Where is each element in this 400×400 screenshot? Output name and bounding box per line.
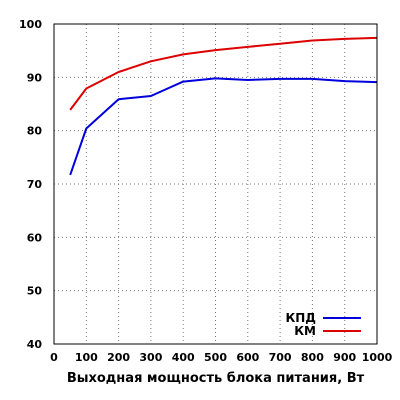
legend-label: КМ xyxy=(294,324,316,338)
grid xyxy=(54,24,377,344)
y-tick-label: 60 xyxy=(27,231,43,244)
series-lines xyxy=(69,36,378,176)
x-tick-label: 700 xyxy=(269,351,292,364)
series-line-1 xyxy=(69,77,378,176)
x-tick-label: 400 xyxy=(172,351,195,364)
plot-frame xyxy=(53,23,378,345)
x-tick-label: 0 xyxy=(50,351,58,364)
legend-label: КПД xyxy=(285,311,316,325)
x-tick-label: 100 xyxy=(75,351,98,364)
y-tick-label: 40 xyxy=(27,338,43,351)
x-tick-label: 300 xyxy=(139,351,162,364)
x-tick-label: 200 xyxy=(107,351,130,364)
series-line-2 xyxy=(69,36,378,111)
y-tick-label: 70 xyxy=(27,178,43,191)
x-tick-label: 600 xyxy=(236,351,259,364)
x-tick-label: 800 xyxy=(301,351,324,364)
y-tick-label: 100 xyxy=(19,18,42,31)
x-tick-label: 1000 xyxy=(362,351,393,364)
y-tick-label: 50 xyxy=(27,285,43,298)
y-tick-labels: 40 50 60 70 80 90 100 xyxy=(19,18,42,351)
x-tick-label: 500 xyxy=(204,351,227,364)
y-tick-label: 80 xyxy=(27,125,43,138)
x-axis-label: Выходная мощность блока питания, Вт xyxy=(67,371,365,386)
x-tick-label: 900 xyxy=(333,351,356,364)
x-tick-labels: 0 100 200 300 400 500 600 700 800 900 1000 xyxy=(50,351,392,364)
y-tick-label: 90 xyxy=(27,71,43,84)
